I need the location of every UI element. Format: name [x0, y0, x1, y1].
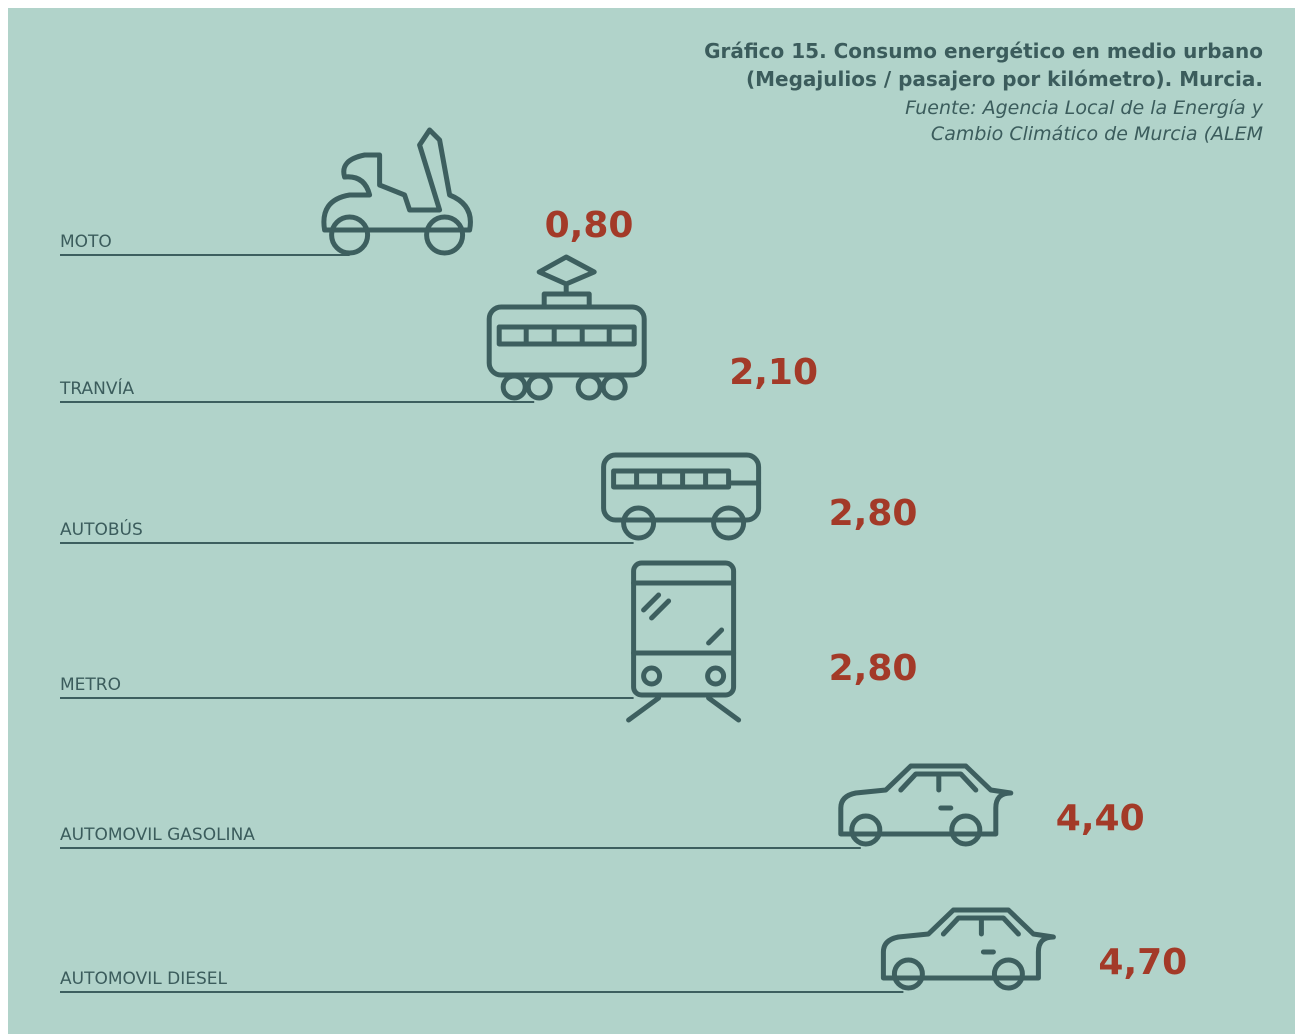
icon-part	[496, 254, 637, 347]
icon-part	[940, 915, 1021, 955]
icon-part	[424, 214, 466, 256]
vehicle-icon	[880, 907, 1056, 991]
icon-part	[621, 505, 657, 541]
vehicle-icon	[626, 560, 742, 723]
category-label: MOTO	[60, 232, 112, 252]
vehicle-icon	[486, 254, 647, 401]
icon-part	[891, 957, 925, 991]
icon-part	[641, 665, 663, 687]
icon-part	[991, 957, 1025, 991]
icon-part	[500, 373, 528, 401]
icon-part	[611, 468, 762, 490]
value-label: 2,80	[829, 648, 918, 689]
source: Fuente: Agencia Local de la Energía y	[905, 97, 1264, 119]
source: Cambio Climático de Murcia (ALEM	[931, 123, 1263, 145]
icon-part	[575, 373, 603, 401]
value-label: 2,10	[729, 352, 818, 393]
value-label: 0,80	[545, 205, 634, 246]
category-label: METRO	[60, 675, 121, 695]
icon-part	[705, 665, 727, 687]
category-label: TRANVÍA	[59, 377, 134, 399]
icon-part	[626, 580, 742, 723]
icon-part	[525, 373, 553, 401]
icon-part	[849, 813, 883, 847]
chart-title: Gráfico 15. Consumo energético en medio …	[704, 39, 1263, 63]
vehicle-icon	[601, 452, 762, 541]
value-label: 4,40	[1056, 798, 1145, 839]
value-label: 2,80	[829, 493, 918, 534]
icon-part	[880, 907, 1056, 981]
vehicle-icon	[321, 127, 473, 256]
icon-part	[949, 813, 983, 847]
icon-part	[486, 304, 647, 378]
category-label: AUTOMOVIL GASOLINA	[60, 825, 255, 845]
icon-part	[329, 214, 371, 256]
icon-part	[631, 560, 737, 698]
category-label: AUTOBÚS	[60, 518, 143, 540]
icon-part	[898, 771, 979, 811]
icon-part	[601, 452, 762, 523]
category-label: AUTOMOVIL DIESEL	[60, 969, 227, 989]
value-label: 4,70	[1098, 942, 1187, 983]
icon-part	[321, 127, 473, 233]
icon-part	[711, 505, 747, 541]
icon-part	[600, 373, 628, 401]
vehicle-icon	[838, 763, 1014, 847]
icon-part	[838, 763, 1014, 837]
chart-subtitle: (Megajulios / pasajero por kilómetro). M…	[746, 67, 1263, 91]
